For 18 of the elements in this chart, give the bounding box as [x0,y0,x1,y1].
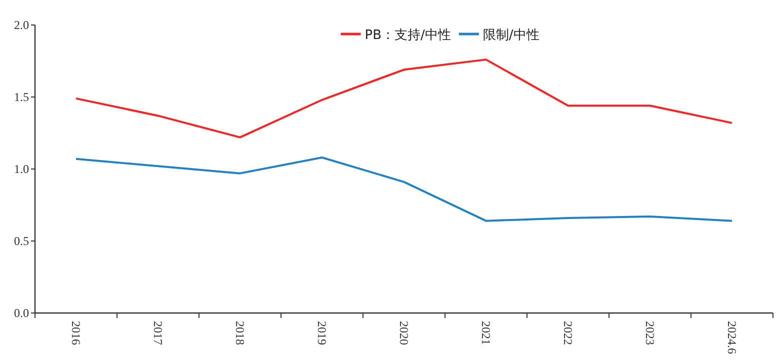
x-tick-label: 2024.6 [725,321,739,354]
x-tick-label: 2023 [643,321,657,345]
x-tick-label: 2020 [397,321,411,345]
x-tick-label: 2019 [315,321,329,345]
y-tick-label: 1.5 [14,90,29,104]
x-tick-label: 2016 [69,321,83,345]
y-tick-label: 0.5 [14,234,29,248]
x-tick-label: 2021 [479,321,493,345]
y-tick-label: 0.0 [14,306,29,320]
line-series [75,58,733,138]
x-tick-label: 2018 [233,321,247,345]
legend-label: 限制/中性 [482,28,540,43]
y-tick-label: 1.0 [14,162,29,176]
y-tick-label: 2.0 [14,18,29,32]
x-tick-label: 2022 [561,321,575,345]
line-series [75,156,733,222]
legend-label: PB：支持/中性 [364,28,451,43]
x-tick-label: 2017 [151,321,165,345]
